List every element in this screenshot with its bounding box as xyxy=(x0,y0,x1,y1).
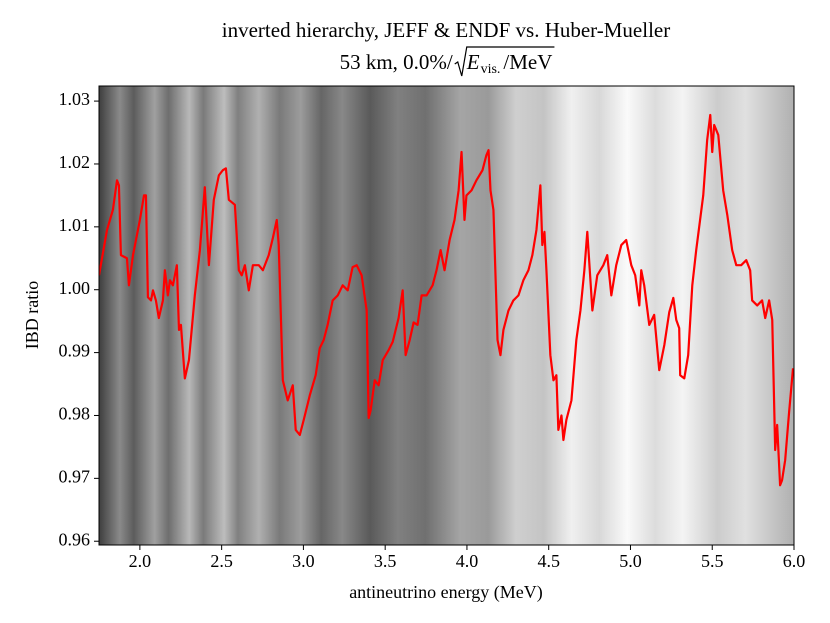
x-tick-label: 5.0 xyxy=(619,551,642,571)
y-tick-label: 0.96 xyxy=(59,529,91,549)
subtitle-subscript: vis. xyxy=(481,62,501,77)
x-tick-label: 2.5 xyxy=(210,551,233,571)
y-tick-label: 1.01 xyxy=(59,215,91,235)
radical-sign xyxy=(454,46,555,77)
y-tick-label: 1.00 xyxy=(59,278,91,298)
x-tick-label: 4.5 xyxy=(537,551,560,571)
plot-background xyxy=(99,86,794,545)
x-axis-label: antineutrino energy (MeV) xyxy=(349,582,543,603)
data-line xyxy=(99,113,794,487)
chart-subtitle: 53 km, 0.0%/ E vis. /MeV xyxy=(340,46,555,77)
x-tick-label: 3.5 xyxy=(374,551,397,571)
y-tick-label: 0.98 xyxy=(59,404,91,424)
y-tick-label: 1.02 xyxy=(59,152,91,172)
plot-frame xyxy=(98,85,795,546)
x-tick-label: 3.0 xyxy=(292,551,315,571)
y-axis-label: IBD ratio xyxy=(22,281,42,349)
x-tick-label: 6.0 xyxy=(783,551,806,571)
subtitle-text: 53 km, 0.0%/ xyxy=(340,50,453,74)
subtitle-unit: /MeV xyxy=(503,50,552,74)
x-tick-label: 4.0 xyxy=(456,551,479,571)
y-tick-label: 1.03 xyxy=(59,89,91,109)
x-tick-label: 5.5 xyxy=(701,551,724,571)
y-tick-label: 0.99 xyxy=(59,341,91,361)
x-tick-label: 2.0 xyxy=(129,551,152,571)
chart-title: inverted hierarchy, JEFF & ENDF vs. Hube… xyxy=(222,18,670,42)
y-tick-label: 0.97 xyxy=(59,466,91,486)
subtitle-radicand: E xyxy=(466,50,480,74)
